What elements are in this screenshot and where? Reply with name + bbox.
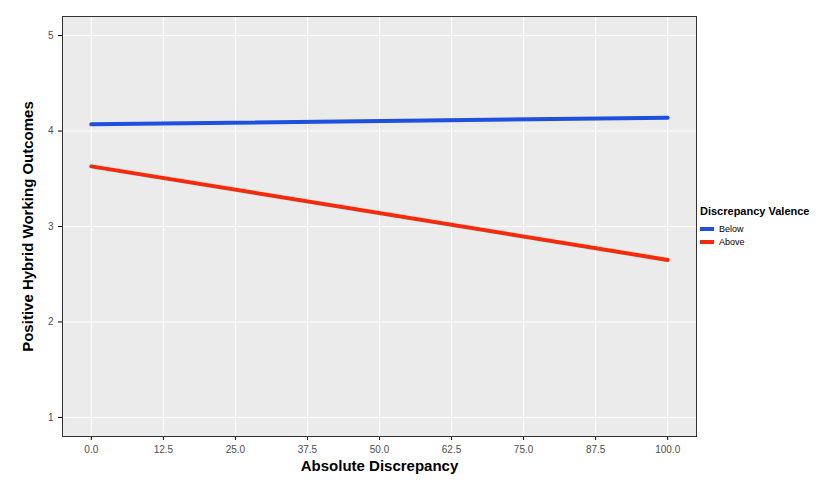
svg-text:2: 2: [48, 316, 54, 327]
html-text:Above: Above: [719, 236, 745, 247]
svg-text:50.0: 50.0: [370, 444, 390, 455]
svg-text:25.0: 25.0: [226, 444, 246, 455]
svg-text:Absolute Discrepancy: Absolute Discrepancy: [301, 457, 459, 474]
svg-text:5: 5: [48, 30, 54, 41]
svg-text:37.5: 37.5: [298, 444, 318, 455]
html-text:Discrepancy Valence: Discrepancy Valence: [700, 205, 810, 217]
svg-text:3: 3: [48, 221, 54, 232]
svg-text:12.5: 12.5: [154, 444, 174, 455]
svg-text:4: 4: [48, 125, 54, 136]
svg-text:Positive Hybrid Working Outcom: Positive Hybrid Working Outcomes: [19, 101, 36, 352]
html-text:Below: Below: [719, 223, 744, 234]
svg-text:0.0: 0.0: [84, 444, 98, 455]
svg-text:75.0: 75.0: [514, 444, 534, 455]
svg-text:62.5: 62.5: [442, 444, 462, 455]
svg-text:87.5: 87.5: [586, 444, 606, 455]
svg-text:1: 1: [48, 412, 54, 423]
svg-text:100.0: 100.0: [655, 444, 680, 455]
